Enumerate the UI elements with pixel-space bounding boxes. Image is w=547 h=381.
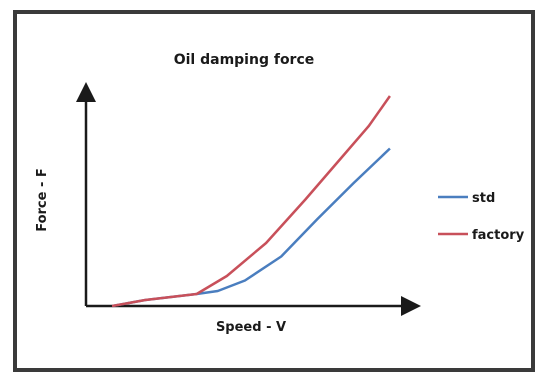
x-axis-label: Speed - V <box>216 320 286 335</box>
chart-title: Oil damping force <box>174 52 315 68</box>
legend-label-std: std <box>472 191 495 206</box>
legend-label-factory: factory <box>472 228 525 243</box>
y-axis-label: Force - F <box>35 168 50 232</box>
chart-border <box>13 10 535 372</box>
legend: std factory <box>438 191 525 243</box>
series-layer <box>111 95 391 308</box>
series-line-std <box>111 147 391 308</box>
series-line-factory <box>111 95 391 308</box>
